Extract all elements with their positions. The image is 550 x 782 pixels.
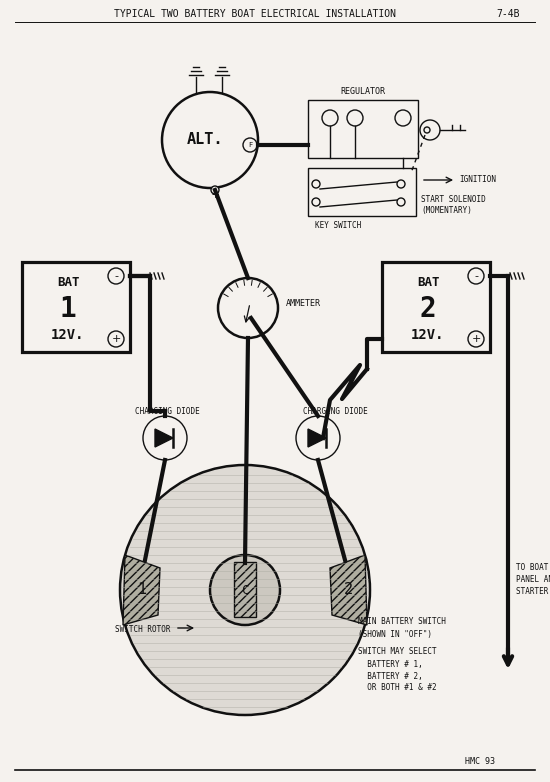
Circle shape bbox=[218, 278, 278, 338]
Text: KEY SWITCH: KEY SWITCH bbox=[315, 221, 361, 231]
Circle shape bbox=[322, 110, 338, 126]
Text: 12V.: 12V. bbox=[411, 328, 445, 342]
Text: +: + bbox=[211, 189, 219, 203]
Text: 1: 1 bbox=[138, 583, 146, 597]
Circle shape bbox=[468, 268, 484, 284]
Circle shape bbox=[296, 416, 340, 460]
Text: START SOLENOID: START SOLENOID bbox=[421, 196, 486, 205]
Text: BATTERY # 2,: BATTERY # 2, bbox=[358, 672, 423, 680]
Text: IGNITION: IGNITION bbox=[459, 175, 496, 185]
Text: BAT: BAT bbox=[57, 275, 79, 289]
Polygon shape bbox=[155, 429, 173, 447]
Circle shape bbox=[420, 120, 440, 140]
Text: BAT: BAT bbox=[417, 275, 439, 289]
Circle shape bbox=[108, 331, 124, 347]
Text: CHARGING DIODE: CHARGING DIODE bbox=[135, 407, 200, 415]
Text: +: + bbox=[471, 334, 481, 344]
Text: TYPICAL TWO BATTERY BOAT ELECTRICAL INSTALLATION: TYPICAL TWO BATTERY BOAT ELECTRICAL INST… bbox=[114, 9, 396, 19]
Text: OR BOTH #1 & #2: OR BOTH #1 & #2 bbox=[358, 683, 437, 693]
Text: ALT.: ALT. bbox=[187, 132, 223, 148]
Text: BATTERY # 1,: BATTERY # 1, bbox=[358, 659, 423, 669]
Bar bbox=[234, 562, 256, 617]
Text: STARTER MOTOR: STARTER MOTOR bbox=[516, 587, 550, 597]
Text: 2: 2 bbox=[343, 583, 353, 597]
Text: C: C bbox=[241, 583, 249, 597]
Text: 7-4B: 7-4B bbox=[496, 9, 520, 19]
Text: +: + bbox=[111, 334, 120, 344]
Text: 12V.: 12V. bbox=[51, 328, 85, 342]
Text: REGULATOR: REGULATOR bbox=[340, 88, 386, 96]
Text: AMMETER: AMMETER bbox=[286, 299, 321, 307]
Text: PANEL AND: PANEL AND bbox=[516, 576, 550, 584]
Circle shape bbox=[162, 92, 258, 188]
Text: 1: 1 bbox=[59, 295, 76, 323]
Text: 2: 2 bbox=[420, 295, 436, 323]
Circle shape bbox=[347, 110, 363, 126]
Circle shape bbox=[312, 180, 320, 188]
Circle shape bbox=[397, 180, 405, 188]
Text: -: - bbox=[474, 271, 478, 281]
Text: TO BOAT'S: TO BOAT'S bbox=[516, 564, 550, 572]
Bar bbox=[308, 168, 416, 216]
Text: (MOMENTARY): (MOMENTARY) bbox=[421, 206, 472, 216]
Circle shape bbox=[395, 110, 411, 126]
Polygon shape bbox=[330, 555, 367, 625]
Circle shape bbox=[211, 186, 219, 194]
Text: SWITCH ROTOR: SWITCH ROTOR bbox=[116, 626, 180, 634]
Text: CHARGING DIODE: CHARGING DIODE bbox=[303, 407, 368, 415]
Text: F: F bbox=[248, 142, 252, 148]
Text: SWITCH MAY SELECT: SWITCH MAY SELECT bbox=[358, 647, 437, 657]
Circle shape bbox=[397, 198, 405, 206]
Polygon shape bbox=[308, 429, 326, 447]
Polygon shape bbox=[123, 555, 160, 625]
Bar bbox=[22, 262, 130, 352]
Text: MAIN BATTERY SWITCH: MAIN BATTERY SWITCH bbox=[358, 618, 446, 626]
Text: (SHOWN IN "OFF"): (SHOWN IN "OFF") bbox=[358, 630, 432, 638]
Circle shape bbox=[210, 555, 280, 625]
Circle shape bbox=[312, 198, 320, 206]
Bar bbox=[308, 100, 418, 158]
Circle shape bbox=[120, 465, 370, 715]
Circle shape bbox=[108, 268, 124, 284]
Circle shape bbox=[468, 331, 484, 347]
Circle shape bbox=[143, 416, 187, 460]
Text: -: - bbox=[114, 271, 118, 281]
Bar bbox=[382, 262, 490, 352]
Circle shape bbox=[243, 138, 257, 152]
Text: HMC 93: HMC 93 bbox=[465, 758, 495, 766]
